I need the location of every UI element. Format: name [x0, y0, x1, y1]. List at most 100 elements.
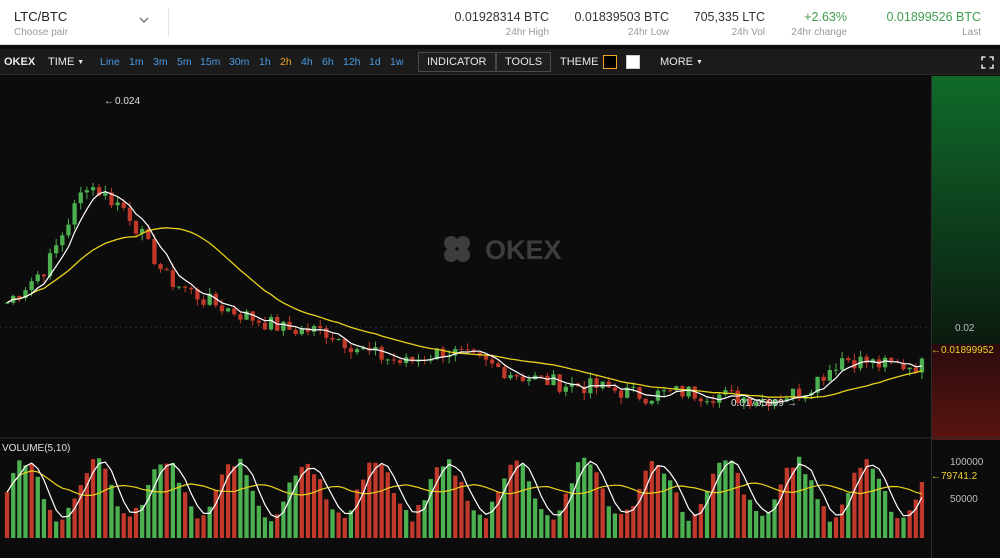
- interval-line[interactable]: Line: [100, 56, 120, 68]
- interval-12h[interactable]: 12h: [343, 56, 361, 68]
- interval-5m[interactable]: 5m: [177, 56, 192, 68]
- candle-body: [397, 360, 403, 363]
- tools-button[interactable]: TOOLS: [496, 52, 552, 72]
- volume-bar: [170, 462, 175, 538]
- candle-body: [661, 390, 667, 392]
- volume-bar: [668, 480, 673, 538]
- volume-bar: [299, 466, 304, 538]
- watermark-text: OKEX: [485, 235, 562, 265]
- candle-body: [201, 299, 206, 305]
- candle-body: [103, 192, 108, 196]
- candle-body: [520, 376, 525, 382]
- volume-bar: [901, 517, 906, 538]
- volume-bar: [342, 517, 347, 538]
- volume-bar: [60, 519, 65, 538]
- candle-body: [225, 308, 231, 312]
- candle-body: [723, 390, 728, 395]
- more-menu[interactable]: MORE ▼: [660, 49, 703, 75]
- volume-bar: [784, 467, 789, 538]
- interval-30m[interactable]: 30m: [229, 56, 250, 68]
- indicator-button[interactable]: INDICATOR: [418, 52, 496, 72]
- volume-bar: [182, 492, 188, 538]
- candle-body: [41, 274, 47, 277]
- time-menu[interactable]: TIME ▼: [48, 49, 84, 75]
- interval-3m[interactable]: 3m: [153, 56, 168, 68]
- candle-body: [305, 328, 311, 332]
- volume-bar: [29, 463, 34, 538]
- volume-bar: [379, 464, 384, 538]
- candle-body: [72, 203, 77, 225]
- interval-4h[interactable]: 4h: [301, 56, 313, 68]
- candle-body: [146, 228, 151, 240]
- interval-1h[interactable]: 1h: [259, 56, 271, 68]
- volume-bar: [17, 460, 22, 538]
- fullscreen-icon[interactable]: [981, 56, 994, 69]
- candle-body: [514, 375, 519, 377]
- price-chart[interactable]: OKEX ← 0.024 0.01795999 → 0.02 ← 0.01899…: [0, 76, 1000, 558]
- interval-15m[interactable]: 15m: [200, 56, 221, 68]
- candle-body: [864, 356, 869, 364]
- candle-body: [35, 274, 40, 282]
- candle-body: [754, 402, 759, 406]
- volume-bar: [11, 473, 16, 538]
- pair-name: LTC/BTC: [14, 9, 68, 24]
- volume-bar: [655, 465, 661, 538]
- volume-bar: [723, 460, 728, 538]
- volume-bar: [41, 499, 47, 538]
- candle-body: [686, 386, 691, 397]
- volume-bar: [385, 472, 390, 538]
- candle-body: [582, 386, 587, 394]
- candle-body: [606, 381, 611, 388]
- candle-body: [618, 390, 624, 398]
- candle-body: [379, 347, 384, 360]
- volume-bar: [747, 499, 753, 538]
- low-marker-label: 0.01795999: [731, 398, 784, 409]
- candle-body: [176, 286, 182, 288]
- stat-value: 0.01899526 BTC: [886, 10, 981, 24]
- volume-bar: [876, 478, 882, 538]
- candle-body: [47, 253, 53, 277]
- volume-ma10-line: [6, 470, 923, 497]
- candle-body: [477, 352, 482, 356]
- candle-body: [410, 357, 415, 362]
- candle-body: [741, 397, 747, 404]
- candle-body: [704, 401, 710, 403]
- volume-bar: [324, 499, 329, 538]
- volume-bar: [66, 507, 71, 538]
- candle-body: [796, 388, 802, 399]
- interval-1d[interactable]: 1d: [369, 56, 381, 68]
- candle-body: [625, 387, 630, 398]
- volume-bar: [238, 458, 243, 538]
- chevron-down-icon[interactable]: [138, 14, 150, 26]
- stat-label: 24hr High: [505, 27, 549, 38]
- candle-body: [324, 328, 329, 338]
- volume-bar: [471, 510, 476, 538]
- ma-short-line: [6, 190, 922, 404]
- volume-axis-tick-100000: 100000: [950, 457, 984, 468]
- interval-2h[interactable]: 2h: [280, 56, 292, 68]
- volume-bar: [839, 504, 845, 538]
- volume-bar: [649, 461, 654, 538]
- candle-body: [170, 270, 175, 287]
- stat-value: 705,335 LTC: [693, 10, 765, 24]
- volume-bar: [410, 521, 415, 538]
- pair-selector[interactable]: LTC/BTC Choose pair: [14, 9, 68, 38]
- candle-body: [336, 338, 341, 340]
- theme-light-swatch[interactable]: [626, 55, 640, 69]
- interval-1w[interactable]: 1w: [390, 56, 404, 68]
- volume-bar: [140, 504, 145, 538]
- volume-bar: [796, 456, 802, 538]
- volume-bar: [833, 517, 839, 538]
- candle-body: [256, 320, 261, 323]
- candle-body: [563, 386, 568, 392]
- interval-1m[interactable]: 1m: [129, 56, 144, 68]
- candle-body: [97, 187, 102, 196]
- stat-24hr-high: 0.01928314 BTC 24hr High: [454, 10, 549, 38]
- volume-bar: [907, 510, 912, 538]
- candle-body: [649, 400, 654, 404]
- theme-dark-swatch[interactable]: [603, 55, 617, 69]
- candle-body: [496, 363, 501, 368]
- volume-bar: [711, 473, 716, 538]
- interval-6h[interactable]: 6h: [322, 56, 334, 68]
